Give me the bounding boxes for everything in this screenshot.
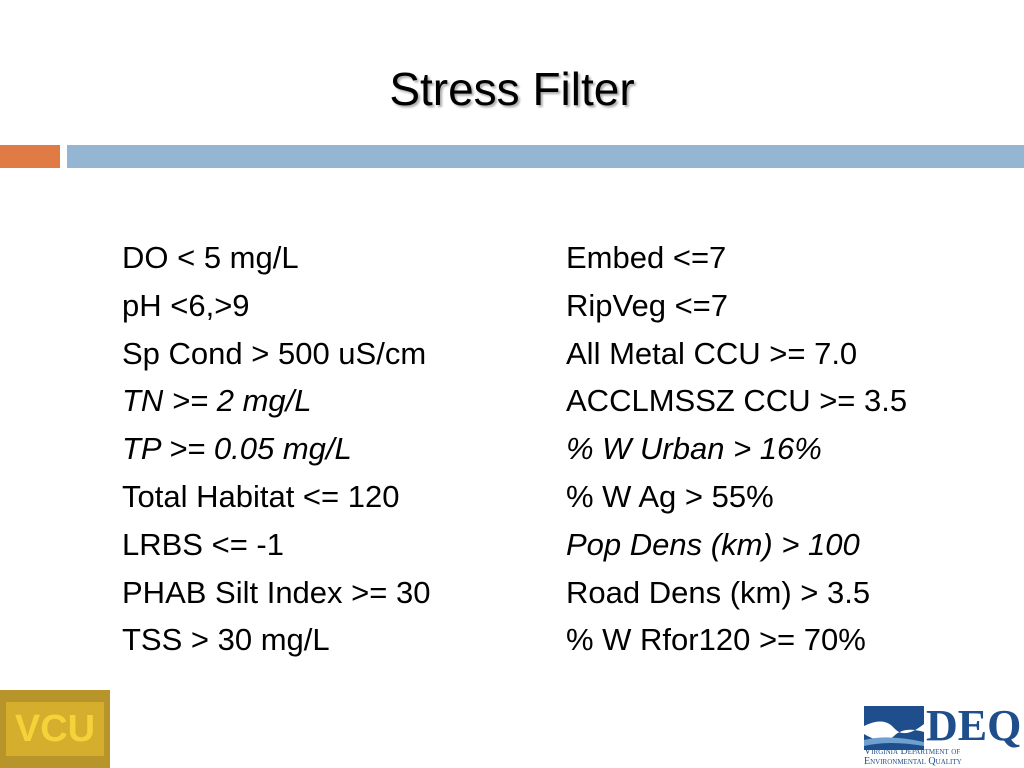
criterion: pH <6,>9 (122, 287, 250, 323)
criterion: % W Urban > 16% (566, 431, 822, 467)
criterion: LRBS <= -1 (122, 526, 284, 562)
vcu-logo: VCU (0, 690, 110, 768)
deq-name: DEQ (926, 701, 1022, 750)
criterion: TSS > 30 mg/L (122, 622, 330, 658)
criterion: ACCLMSSZ CCU >= 3.5 (566, 383, 908, 419)
criterion: Pop Dens (km) > 100 (566, 526, 860, 562)
criterion: Road Dens (km) > 3.5 (566, 574, 871, 610)
criterion: All Metal CCU >= 7.0 (566, 335, 858, 371)
vcu-text: VCU (6, 702, 104, 756)
deq-line: Virginia Department of (864, 746, 961, 757)
criterion: % W Rfor120 >= 70% (566, 622, 866, 658)
header-bar (67, 145, 1024, 168)
criterion: Embed <=7 (566, 240, 727, 275)
criterion: PHAB Silt Index >= 30 (122, 574, 431, 610)
criterion: % W Ag > 55% (566, 478, 774, 514)
deq-line: Environmental Quality (864, 756, 962, 767)
deq-icon (864, 706, 924, 750)
deq-logo: DEQ Virginia Department of Environmental… (862, 700, 1024, 767)
criterion: TP >= 0.05 mg/L (122, 431, 352, 467)
left-column: DO < 5 mg/L pH <6,>9 Sp Cond > 500 uS/cm TN… (122, 234, 430, 664)
criterion: RipVeg <=7 (566, 287, 729, 323)
right-column: Embed <=7 RipVeg <=7 All Metal CCU >= 7.0 A… (566, 234, 907, 664)
criterion: TN >= 2 mg/L (122, 383, 312, 419)
slide-title: Stress Filter (389, 63, 635, 115)
criterion: Sp Cond > 500 uS/cm (122, 335, 427, 371)
accent-bar (0, 145, 60, 168)
criterion: DO < 5 mg/L (122, 240, 299, 275)
criterion: Total Habitat <= 120 (122, 478, 400, 514)
